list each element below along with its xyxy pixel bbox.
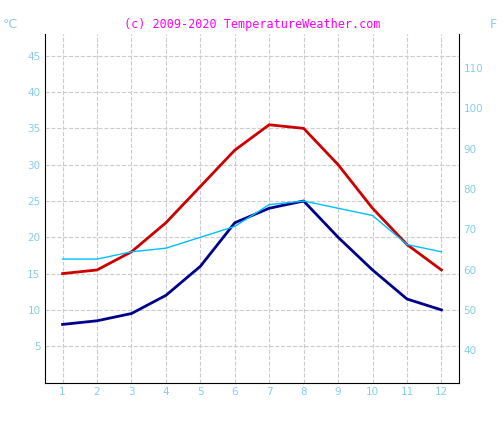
Text: °C: °C xyxy=(3,17,18,31)
Text: (c) 2009-2020 TemperatureWeather.com: (c) 2009-2020 TemperatureWeather.com xyxy=(124,17,380,31)
Text: F: F xyxy=(490,17,497,31)
